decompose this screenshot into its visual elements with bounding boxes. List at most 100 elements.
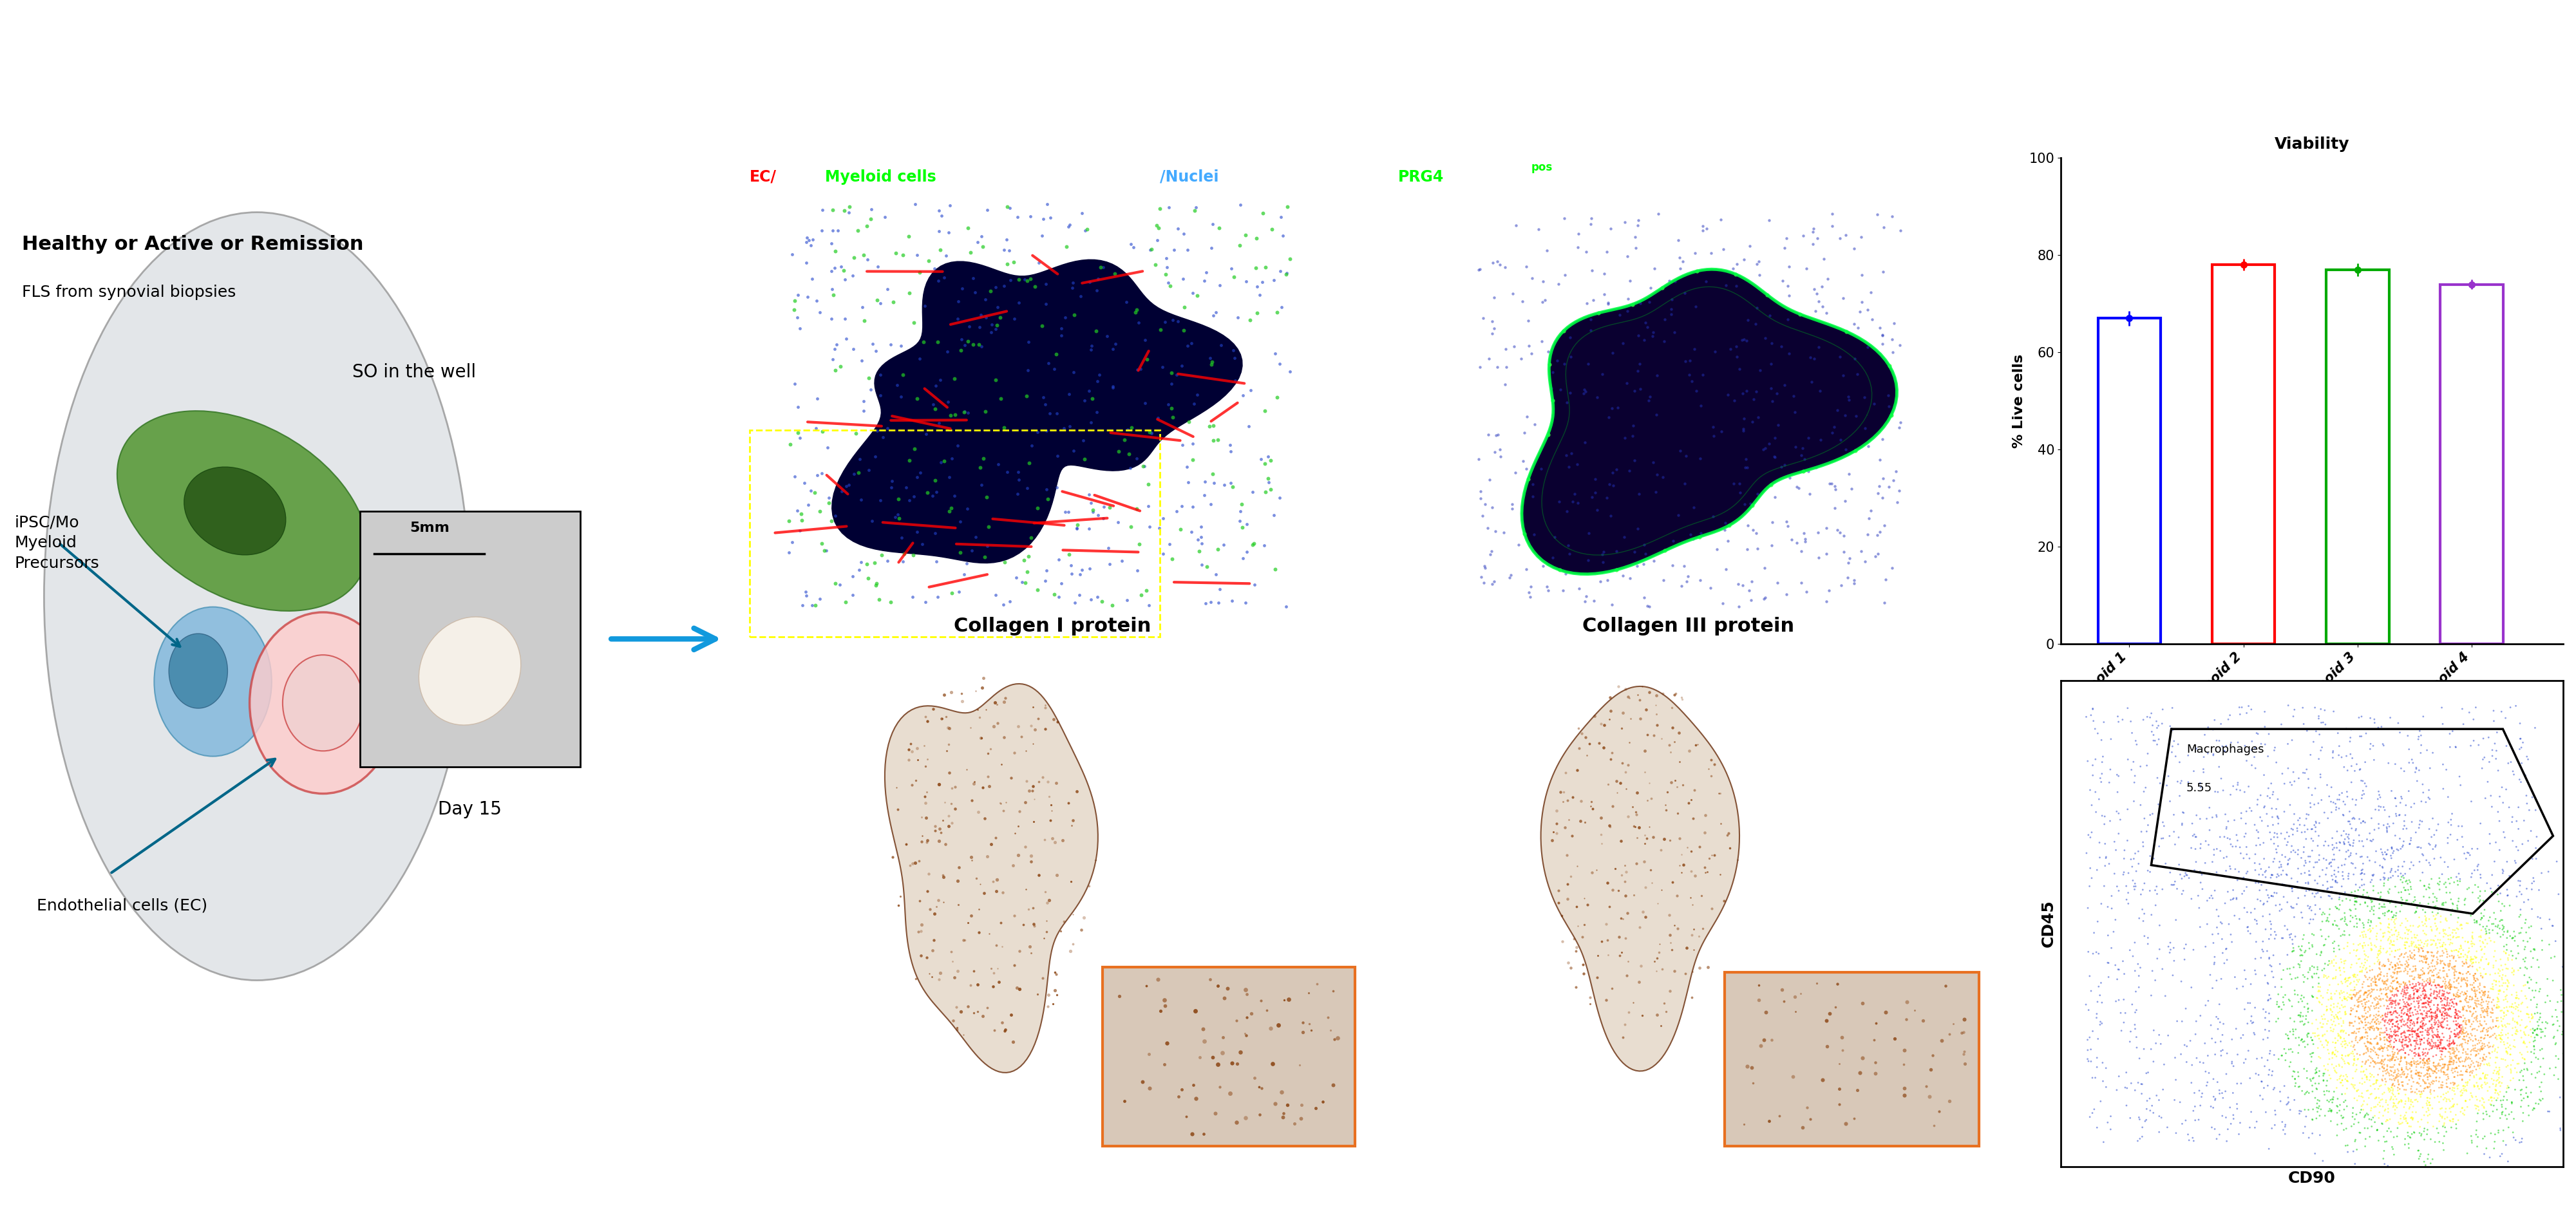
Point: [2360, 785, 2401, 804]
Point: [1592, 979, 1633, 999]
Point: [2483, 973, 2524, 993]
Point: [2442, 953, 2483, 972]
Point: [2396, 1005, 2437, 1024]
Point: [2293, 831, 2334, 850]
Point: [2460, 966, 2501, 985]
Point: [2393, 887, 2434, 906]
Point: [2452, 953, 2494, 972]
Point: [1625, 312, 1667, 332]
Point: [2318, 863, 2360, 882]
Point: [1128, 496, 1170, 515]
Point: [2445, 973, 2486, 993]
Point: [2303, 1056, 2344, 1075]
Point: [2267, 1029, 2308, 1049]
Point: [1203, 1028, 1244, 1047]
Point: [2313, 994, 2354, 1013]
Point: [2372, 1002, 2414, 1022]
Point: [2424, 1057, 2465, 1076]
Point: [2347, 912, 2388, 932]
Point: [2478, 991, 2519, 1011]
Point: [2378, 1186, 2419, 1205]
Point: [2391, 1011, 2432, 1030]
Point: [2452, 949, 2494, 968]
Point: [2370, 1022, 2411, 1041]
Point: [2089, 759, 2130, 779]
Point: [1667, 571, 1708, 590]
Point: [2416, 978, 2458, 998]
Point: [2071, 823, 2112, 842]
Point: [2087, 1058, 2128, 1078]
Point: [2365, 974, 2406, 994]
Point: [2432, 1040, 2473, 1059]
Point: [2352, 881, 2393, 900]
Point: [811, 309, 853, 328]
Point: [2321, 1008, 2362, 1028]
Point: [2303, 860, 2344, 880]
Point: [2352, 892, 2393, 911]
Point: [2357, 1131, 2398, 1151]
Point: [2179, 774, 2221, 793]
Point: [2378, 1118, 2419, 1137]
Point: [940, 1001, 981, 1021]
Point: [2347, 977, 2388, 996]
Point: [1610, 569, 1651, 588]
Point: [2148, 791, 2190, 810]
Point: [2326, 983, 2367, 1002]
Point: [2349, 981, 2391, 1000]
Point: [2432, 946, 2473, 966]
Point: [2416, 1019, 2458, 1039]
Point: [2424, 1064, 2465, 1084]
Point: [2421, 1041, 2463, 1061]
Point: [2478, 1085, 2519, 1104]
Point: [2442, 985, 2483, 1005]
Point: [2427, 1070, 2468, 1090]
Point: [2378, 1018, 2419, 1038]
Point: [2357, 1053, 2398, 1073]
Point: [2375, 985, 2416, 1005]
Point: [2236, 790, 2277, 809]
Point: [2099, 810, 2141, 830]
Point: [2432, 1022, 2473, 1041]
Point: [1680, 448, 1721, 468]
Point: [2367, 1007, 2409, 1027]
Point: [2409, 1035, 2450, 1055]
Point: [2491, 942, 2532, 961]
Point: [2414, 897, 2455, 916]
Point: [2362, 844, 2403, 864]
Point: [2458, 1103, 2499, 1123]
Point: [1064, 391, 1105, 411]
Point: [2316, 916, 2357, 936]
Point: [1623, 825, 1664, 844]
Point: [2306, 983, 2347, 1002]
Point: [1700, 814, 1741, 833]
Point: [2473, 1138, 2514, 1158]
Point: [2406, 942, 2447, 961]
Point: [2303, 966, 2344, 985]
Point: [2069, 898, 2110, 917]
Point: [2437, 1039, 2478, 1058]
Point: [2401, 1017, 2442, 1036]
Point: [2205, 819, 2246, 838]
Point: [2251, 785, 2293, 804]
Point: [2409, 878, 2450, 898]
Point: [2388, 995, 2429, 1015]
Point: [2437, 1035, 2478, 1055]
Point: [2378, 994, 2419, 1013]
Point: [2239, 854, 2280, 874]
Point: [1878, 492, 1919, 512]
Point: [2342, 727, 2383, 746]
Point: [2396, 1090, 2437, 1109]
Point: [1213, 340, 1255, 360]
Point: [2375, 1062, 2416, 1081]
Point: [2421, 1004, 2463, 1023]
Point: [2393, 1032, 2434, 1051]
Point: [2421, 977, 2463, 996]
Point: [2164, 881, 2205, 900]
Point: [2290, 939, 2331, 959]
Point: [2437, 971, 2478, 990]
Point: [2342, 996, 2383, 1016]
Point: [2419, 931, 2460, 950]
Point: [2110, 761, 2151, 780]
Point: [2362, 1038, 2403, 1057]
Point: [2522, 940, 2563, 960]
